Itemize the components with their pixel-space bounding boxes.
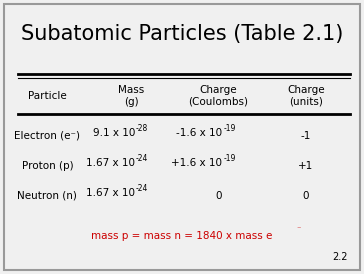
Text: Mass
(g): Mass (g): [118, 85, 144, 107]
Text: 0: 0: [302, 191, 309, 201]
Text: +1.6 x 10: +1.6 x 10: [171, 158, 222, 168]
Text: Electron (e⁻): Electron (e⁻): [14, 131, 80, 141]
Text: -24: -24: [136, 154, 149, 163]
Text: +1: +1: [298, 161, 313, 171]
FancyBboxPatch shape: [4, 4, 360, 270]
Text: Particle: Particle: [28, 91, 67, 101]
Text: -19: -19: [223, 124, 236, 133]
Text: 0: 0: [215, 191, 222, 201]
Text: Subatomic Particles (Table 2.1): Subatomic Particles (Table 2.1): [21, 24, 343, 44]
Text: -28: -28: [136, 124, 148, 133]
Text: ⁻: ⁻: [296, 224, 300, 233]
Text: Charge
(units): Charge (units): [287, 85, 325, 107]
Text: -24: -24: [136, 184, 149, 193]
Text: Charge
(Coulombs): Charge (Coulombs): [189, 85, 248, 107]
Text: -1.6 x 10: -1.6 x 10: [176, 128, 222, 138]
Text: 1.67 x 10: 1.67 x 10: [86, 158, 135, 168]
Text: -19: -19: [223, 154, 236, 163]
Text: Proton (p): Proton (p): [21, 161, 73, 171]
Text: 2.2: 2.2: [332, 252, 348, 262]
Text: -1: -1: [301, 131, 311, 141]
Text: 9.1 x 10: 9.1 x 10: [93, 128, 135, 138]
Text: 1.67 x 10: 1.67 x 10: [86, 188, 135, 198]
Text: Neutron (n): Neutron (n): [17, 191, 77, 201]
Text: mass p = mass n = 1840 x mass e: mass p = mass n = 1840 x mass e: [91, 231, 273, 241]
